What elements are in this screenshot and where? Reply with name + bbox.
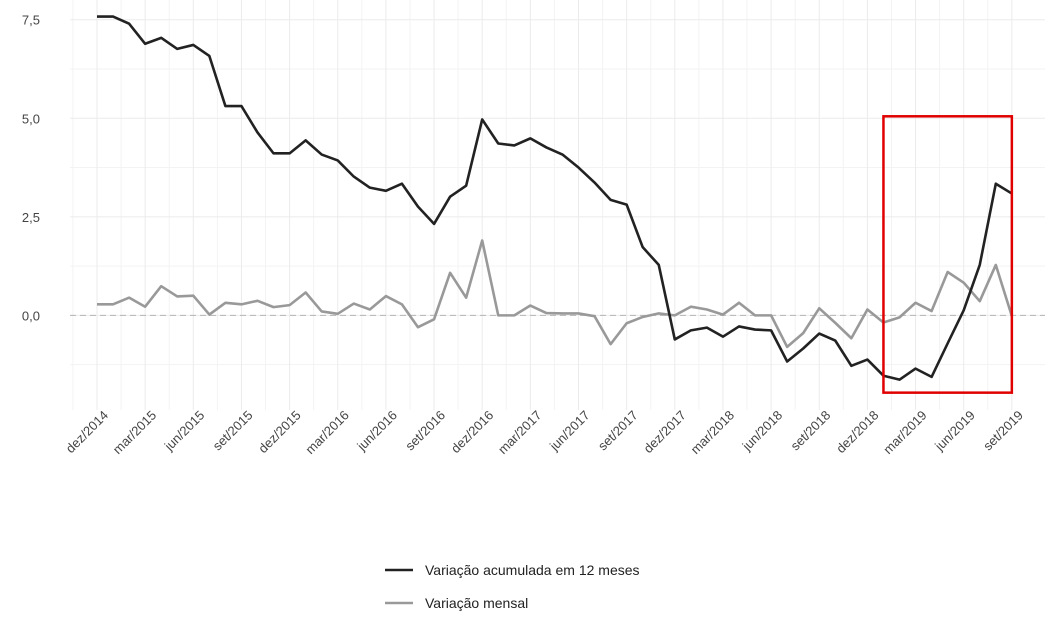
x-tick-label: dez/2015 xyxy=(255,408,303,456)
x-tick-label: set/2019 xyxy=(980,408,1026,454)
x-tick-label: jun/2019 xyxy=(931,408,978,455)
y-tick-label: 5,0 xyxy=(22,111,40,126)
x-tick-label: mar/2019 xyxy=(880,408,929,457)
y-tick-label: 2,5 xyxy=(22,210,40,225)
x-tick-label: set/2016 xyxy=(402,408,448,454)
highlight-box xyxy=(882,115,1014,394)
x-tick-label: set/2017 xyxy=(595,408,641,454)
x-tick-label: dez/2017 xyxy=(640,408,688,456)
x-tick-label: dez/2014 xyxy=(63,408,111,456)
x-tick-label: mar/2016 xyxy=(302,408,351,457)
x-tick-label: dez/2018 xyxy=(833,408,881,456)
y-tick-label: 0,0 xyxy=(22,308,40,323)
series-line xyxy=(97,15,1013,381)
series-line xyxy=(97,239,1014,349)
x-tick-label: mar/2018 xyxy=(688,408,737,457)
x-tick-label: jun/2016 xyxy=(353,408,400,455)
legend-label: Variação acumulada em 12 meses xyxy=(425,562,640,578)
x-tick-label: mar/2017 xyxy=(495,408,544,457)
x-tick-label: jun/2017 xyxy=(546,408,593,455)
x-tick-label: dez/2016 xyxy=(448,408,496,456)
x-tick-label: set/2018 xyxy=(787,408,833,454)
legend-label: Variação mensal xyxy=(425,595,528,611)
x-tick-label: mar/2015 xyxy=(110,408,159,457)
x-tick-label: set/2015 xyxy=(210,408,256,454)
x-tick-label: jun/2015 xyxy=(161,408,208,455)
y-tick-label: 7,5 xyxy=(22,13,40,28)
x-tick-label: jun/2018 xyxy=(739,408,786,455)
